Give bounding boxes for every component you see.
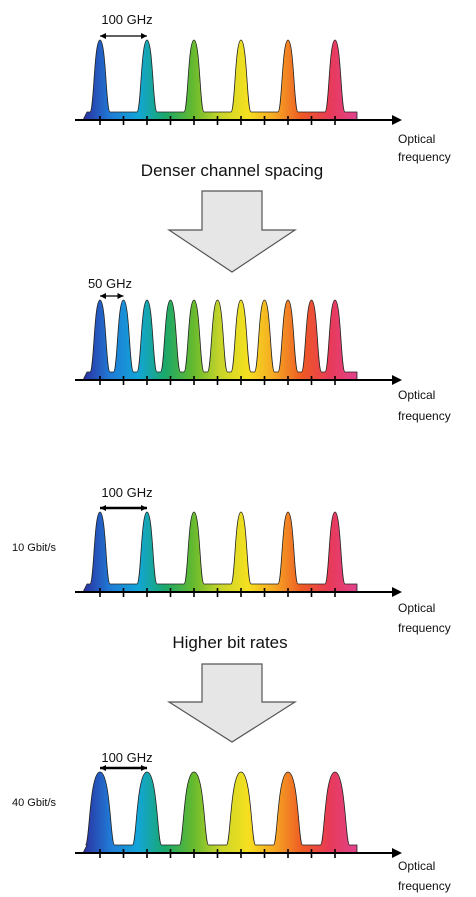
axis-arrowhead xyxy=(392,115,402,125)
bracket-arrow-left xyxy=(100,765,106,771)
bracket-arrow-left xyxy=(100,293,106,299)
bracket-arrow-right xyxy=(141,765,147,771)
transition-caption: Denser channel spacing xyxy=(141,161,323,180)
spacing-label: 100 GHz xyxy=(101,485,152,500)
panel-rate-40gbit: 100 GHz 40 Gbit/s Optical frequency xyxy=(12,750,451,893)
axis-arrowhead xyxy=(392,587,402,597)
panel-rate-10gbit: 100 GHz 10 Gbit/s Optical frequency xyxy=(12,485,451,635)
bracket-arrow-left xyxy=(100,505,106,511)
transition-caption: Higher bit rates xyxy=(172,633,287,652)
axis-label-line1: Optical xyxy=(398,859,435,873)
axis-arrowhead xyxy=(392,848,402,858)
spectrum-band xyxy=(82,771,358,854)
axis-label-line2: frequency xyxy=(398,409,451,423)
axis-label-line2: frequency xyxy=(398,150,451,164)
axis-label-line1: Optical xyxy=(398,388,435,402)
bracket-arrow-right xyxy=(117,293,124,299)
axis-label-line2: frequency xyxy=(398,879,451,893)
axis-arrowhead xyxy=(392,375,402,385)
spectrum-band xyxy=(82,39,358,121)
spacing-label: 100 GHz xyxy=(101,750,152,765)
spacing-label: 100 GHz xyxy=(101,12,152,27)
side-label: 10 Gbit/s xyxy=(12,542,57,554)
axis-label-line1: Optical xyxy=(398,601,435,615)
axis-label-line2: frequency xyxy=(398,621,451,635)
bracket-arrow-right xyxy=(141,33,147,39)
spectrum-band xyxy=(82,299,358,381)
spacing-label: 50 GHz xyxy=(88,276,132,291)
down-arrow xyxy=(166,663,298,743)
down-arrow xyxy=(167,190,297,273)
axis-label-line1: Optical xyxy=(398,132,435,146)
spectrum-band xyxy=(82,511,358,593)
bracket-arrow-left xyxy=(100,33,106,39)
panel-spacing-50ghz: 50 GHz Optical frequency xyxy=(75,276,451,423)
panel-spacing-100ghz: 100 GHz Optical frequency xyxy=(75,12,451,164)
bracket-arrow-right xyxy=(141,505,147,511)
side-label: 40 Gbit/s xyxy=(12,797,57,809)
